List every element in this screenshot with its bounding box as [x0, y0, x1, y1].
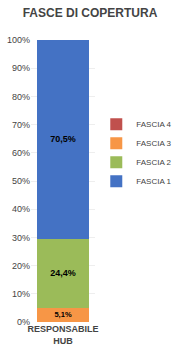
svg-text:40%: 40% [12, 204, 30, 214]
svg-text:70%: 70% [12, 120, 30, 130]
svg-text:20%: 20% [12, 261, 30, 271]
svg-text:24,4%: 24,4% [50, 268, 76, 278]
svg-text:10%: 10% [12, 289, 30, 299]
svg-text:50%: 50% [12, 176, 30, 186]
svg-text:FASCIA 3: FASCIA 3 [136, 139, 171, 148]
svg-text:FASCIA 2: FASCIA 2 [136, 158, 171, 167]
svg-text:60%: 60% [12, 148, 30, 158]
svg-text:100%: 100% [7, 35, 30, 45]
svg-text:FASCIA 4: FASCIA 4 [136, 120, 171, 129]
svg-text:80%: 80% [12, 92, 30, 102]
svg-text:30%: 30% [12, 233, 30, 243]
svg-text:90%: 90% [12, 63, 30, 73]
svg-text:RESPONSABILEHUB: RESPONSABILEHUB [27, 324, 98, 346]
svg-text:70,5%: 70,5% [50, 134, 76, 144]
svg-text:FASCE DI COPERTURA: FASCE DI COPERTURA [23, 6, 158, 20]
svg-text:5,1%: 5,1% [54, 310, 71, 319]
svg-text:0%: 0% [17, 317, 30, 327]
svg-text:FASCIA 1: FASCIA 1 [136, 177, 171, 186]
